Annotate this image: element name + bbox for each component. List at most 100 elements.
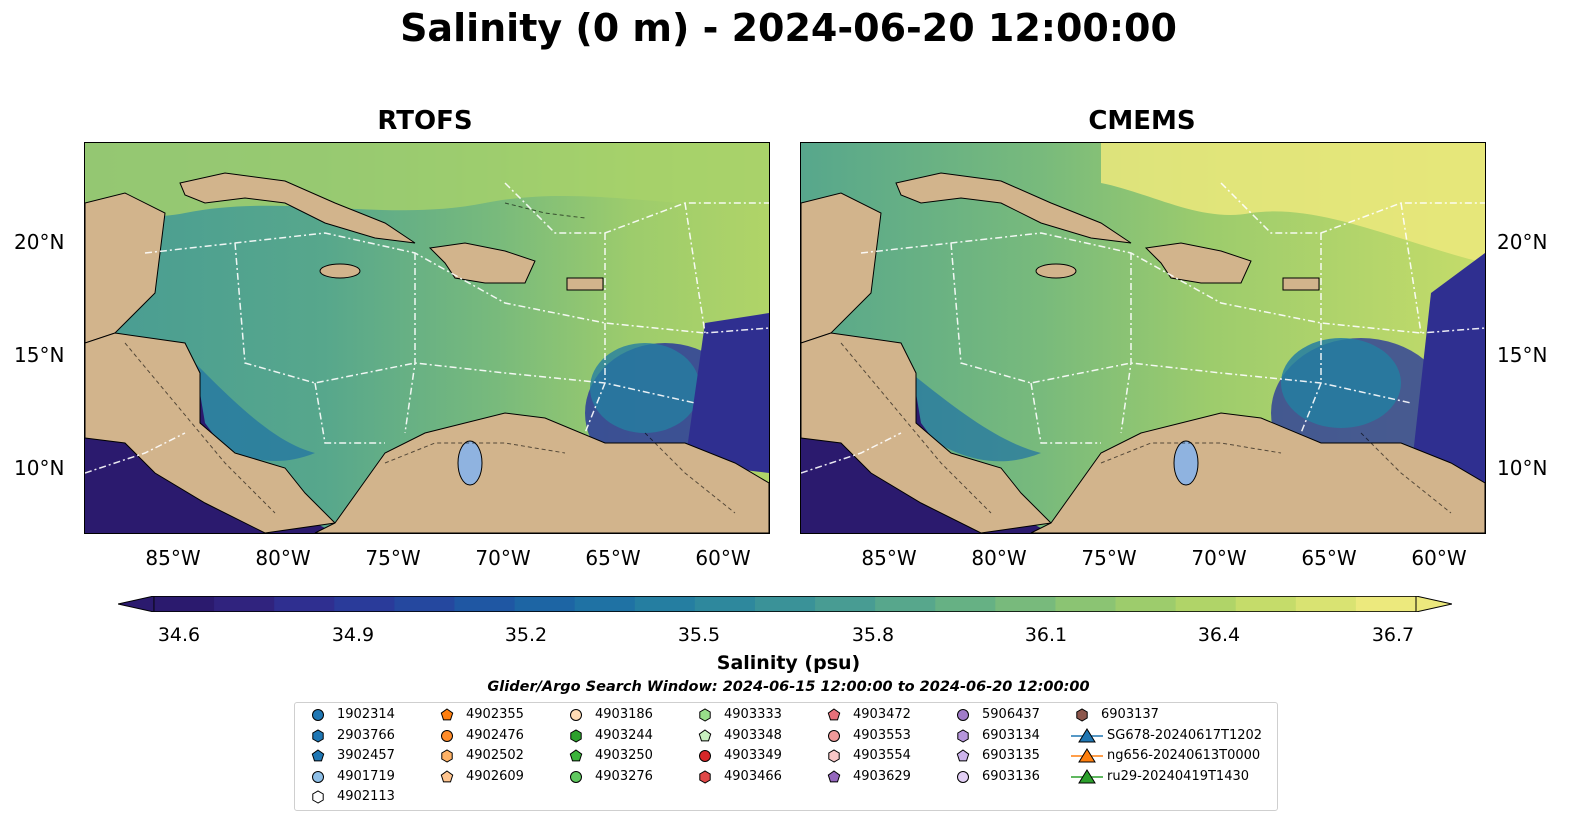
legend-label: 4903629 — [853, 768, 911, 784]
colorbar-extend-max — [1415, 596, 1452, 612]
legend-label: 4902502 — [466, 748, 524, 763]
colorbar-segment — [574, 596, 636, 612]
colorbar-segment — [815, 596, 876, 612]
colorbar-label: Salinity (psu) — [716, 652, 861, 674]
legend-label: 4903466 — [724, 768, 782, 784]
legend-label: 4903553 — [853, 727, 911, 743]
colorbar-segment — [634, 596, 696, 612]
legend-label: ng656-20240613T0000 — [1107, 748, 1261, 763]
legend-hexagon-icon — [312, 790, 324, 804]
colorbar-segment — [274, 596, 335, 612]
colorbar-segment — [694, 596, 756, 612]
legend-pentagon-icon — [440, 769, 454, 782]
legend-pentagon-icon — [827, 769, 841, 782]
colorbar-extend-min — [118, 596, 155, 612]
legend-label: 1902314 — [337, 707, 395, 722]
lon-label-rtofs: 70°W — [475, 546, 531, 570]
legend-circle-icon — [957, 770, 969, 783]
legend-label: 4901719 — [337, 768, 395, 784]
legend-triangle-icon — [1071, 748, 1103, 763]
legend-label: 5906437 — [982, 707, 1040, 722]
colorbar-segment — [995, 596, 1057, 612]
panel-title-cmems: CMEMS — [1088, 106, 1196, 136]
legend-pentagon-icon — [827, 708, 841, 721]
colorbar-segment — [154, 596, 215, 612]
legend-label: 4903244 — [595, 727, 653, 743]
legend-circle-icon — [828, 729, 840, 742]
legend-label: 4903349 — [724, 748, 782, 763]
lat-label-left: 10°N — [14, 456, 65, 480]
lon-label-cmems: 75°W — [1081, 546, 1137, 570]
legend-label: SG678-20240617T1202 — [1107, 727, 1263, 743]
legend-circle-icon — [441, 729, 453, 742]
legend-circle-icon — [312, 709, 324, 721]
legend-circle-icon — [570, 770, 582, 783]
colorbar-tick: 34.9 — [331, 624, 375, 646]
legend-label: 4902355 — [466, 707, 524, 722]
legend-hexagon-icon — [570, 728, 582, 743]
salinity-map-rtofs — [85, 143, 769, 533]
lon-label-rtofs: 65°W — [585, 546, 641, 570]
legend-label: 4903554 — [853, 748, 911, 763]
legend-pentagon-icon — [311, 749, 325, 762]
colorbar-tick: 35.8 — [851, 624, 895, 646]
colorbar-segment — [1115, 596, 1177, 612]
legend-label: 3902457 — [337, 748, 395, 763]
colorbar-segment — [754, 596, 816, 612]
legend-hexagon-icon — [828, 749, 840, 763]
colorbar-segment — [214, 596, 275, 612]
legend-pentagon-icon — [698, 728, 712, 741]
legend-circle-icon — [570, 709, 582, 721]
colorbar-tick: 36.1 — [1024, 624, 1068, 646]
legend-label: 4903348 — [724, 727, 782, 743]
legend-label: 6903135 — [982, 748, 1040, 763]
map-cmems[interactable] — [800, 142, 1486, 534]
panel-title-rtofs: RTOFS — [377, 106, 473, 136]
colorbar-segment — [875, 596, 936, 612]
lat-label-right: 20°N — [1497, 230, 1548, 254]
legend-label: 6903134 — [982, 727, 1040, 743]
colorbar-tick: 35.5 — [677, 624, 721, 646]
legend-hexagon-icon — [441, 749, 453, 763]
colorbar-segment — [514, 596, 576, 612]
legend-label: ru29-20240419T1430 — [1107, 768, 1250, 784]
legend-label: 4903276 — [595, 768, 653, 784]
legend-pentagon-icon — [440, 708, 454, 721]
legend: 1902314 2903766 3902457 4901719 4902113 49023… — [294, 702, 1278, 811]
legend-pentagon-icon — [956, 749, 970, 762]
legend-triangle-icon — [1071, 727, 1103, 742]
legend-label: 2903766 — [337, 727, 395, 743]
lon-label-cmems: 70°W — [1191, 546, 1247, 570]
colorbar-tick: 34.6 — [157, 624, 201, 646]
lat-label-left: 20°N — [14, 230, 65, 254]
lat-label-left: 15°N — [14, 343, 65, 367]
lon-label-rtofs: 60°W — [695, 546, 751, 570]
colorbar-tick: 36.7 — [1371, 624, 1415, 646]
lon-label-rtofs: 75°W — [365, 546, 421, 570]
colorbar-segment — [1295, 596, 1357, 612]
legend-label: 4903250 — [595, 748, 653, 763]
lon-label-rtofs: 80°W — [255, 546, 311, 570]
legend-hexagon-icon — [1076, 708, 1088, 722]
map-rtofs[interactable] — [84, 142, 770, 534]
lon-label-cmems: 80°W — [971, 546, 1027, 570]
legend-hexagon-icon — [699, 708, 711, 722]
lon-label-cmems: 85°W — [861, 546, 917, 570]
legend-label: 4903333 — [724, 707, 782, 722]
lat-label-right: 10°N — [1497, 456, 1548, 480]
colorbar-tick: 35.2 — [504, 624, 548, 646]
colorbar-segment — [1175, 596, 1237, 612]
colorbar-segment — [454, 596, 516, 612]
colorbar-segment — [1055, 596, 1117, 612]
legend-hexagon-icon — [699, 769, 711, 784]
legend-hexagon-icon — [312, 728, 324, 743]
colorbar-segment — [394, 596, 456, 612]
figure-title: Salinity (0 m) - 2024-06-20 12:00:00 — [400, 6, 1177, 50]
colorbar-tick: 36.4 — [1197, 624, 1241, 646]
search-window-text: Glider/Argo Search Window: 2024-06-15 12… — [487, 679, 1090, 695]
lon-label-cmems: 60°W — [1411, 546, 1467, 570]
legend-pentagon-icon — [569, 749, 583, 762]
lon-label-rtofs: 85°W — [145, 546, 201, 570]
legend-label: 4903472 — [853, 707, 911, 722]
colorbar-segment — [1235, 596, 1297, 612]
